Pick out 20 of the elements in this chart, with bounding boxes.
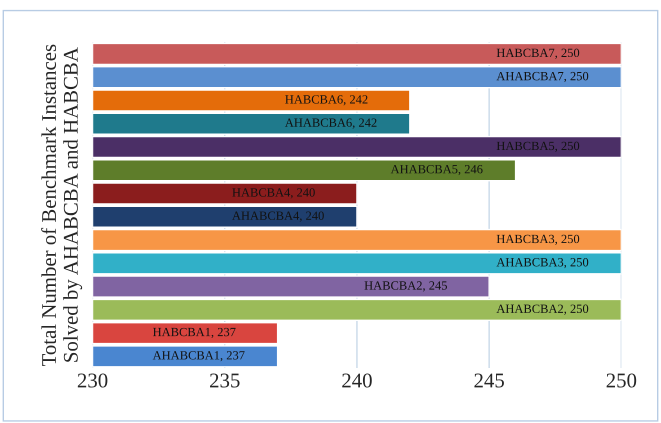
x-tick-label: 230	[78, 373, 108, 388]
data-label: HABCBA2, 245	[364, 281, 447, 292]
data-label: HABCBA3, 250	[496, 234, 580, 245]
data-label: AHABCBA1, 237	[152, 351, 245, 362]
data-label: HABCBA4, 240	[232, 188, 315, 198]
x-tick-label: 245	[474, 374, 504, 388]
data-label: HABCBA5, 250	[496, 142, 580, 152]
x-tick-label: 240	[342, 373, 372, 388]
x-tick-label: 235	[210, 374, 240, 388]
data-label: AHABCBA2, 250	[496, 304, 588, 315]
y-axis-title: Total Number of Benchmark Instances Solved by AHABCBA and HABCBA	[41, 44, 82, 366]
data-label: AHABCBA7, 250	[496, 72, 588, 82]
data-label: AHABCBA3, 250	[496, 258, 588, 268]
data-label: AHABCBA4, 240	[232, 211, 324, 222]
data-label: AHABCBA6, 242	[284, 118, 376, 129]
data-label: HABCBA7, 250	[496, 48, 580, 59]
data-label: AHABCBA5, 246	[390, 164, 483, 176]
data-label: HABCBA6, 242	[285, 95, 368, 106]
data-label: HABCBA1, 237	[152, 328, 236, 338]
x-tick-label: 250	[606, 373, 636, 388]
